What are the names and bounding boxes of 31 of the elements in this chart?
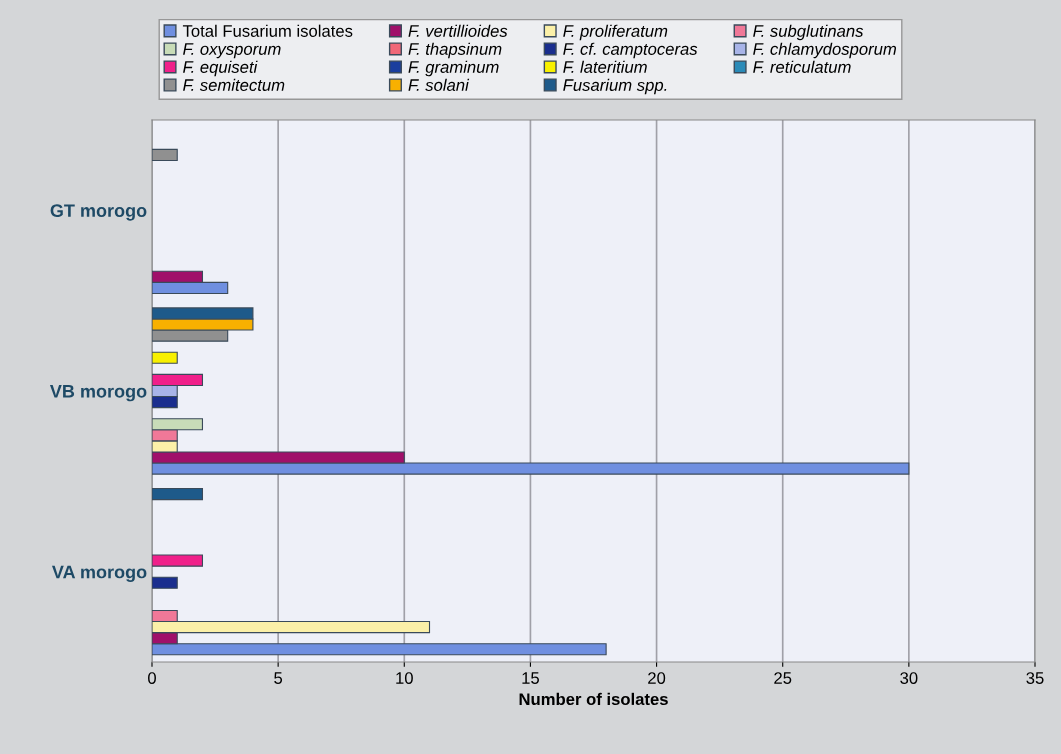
- legend-label: Fusarium spp.: [563, 78, 667, 95]
- legend-label: F. thapsinum: [408, 42, 502, 59]
- x-tick-label: 15: [522, 672, 539, 684]
- legend-label: F. oxysporum: [183, 43, 281, 59]
- legend-label: F. subglutinans: [753, 24, 864, 41]
- x-axis-title: Number of isolates: [519, 692, 668, 706]
- x-tick-label: 0: [148, 672, 156, 684]
- legend-label: F. equiseti: [183, 60, 258, 77]
- x-tick-label: 25: [774, 672, 792, 684]
- y-tick-label: VB morogo: [49, 385, 147, 402]
- bar: [152, 576, 178, 589]
- y-tick-label: VA morogo: [51, 565, 147, 582]
- legend-label: F. vertillioides: [408, 24, 508, 37]
- legend-label: F. semitectum: [183, 78, 285, 91]
- x-tick-label: 5: [274, 672, 283, 684]
- legend-label: F. graminum: [408, 60, 499, 77]
- legend-label: F. chlamydosporum: [753, 42, 897, 59]
- legend-label: F. solani: [408, 78, 470, 91]
- bar: [152, 488, 204, 501]
- x-tick-label: 30: [900, 672, 918, 684]
- x-tick-label: 10: [396, 672, 413, 684]
- bar: [152, 554, 204, 567]
- legend-label: F. proliferatum: [563, 24, 668, 41]
- legend-label: F. lateritium: [563, 60, 647, 73]
- x-tick-label: 35: [1026, 672, 1044, 684]
- bar: [152, 351, 178, 364]
- x-tick-label: 20: [648, 672, 666, 684]
- legend-label: F. cf. camptoceras: [563, 42, 698, 59]
- legend-label: Total Fusarium isolates: [182, 24, 353, 37]
- legend-label: F. reticulatum: [753, 60, 851, 73]
- y-tick-label: GT morogo: [50, 204, 147, 221]
